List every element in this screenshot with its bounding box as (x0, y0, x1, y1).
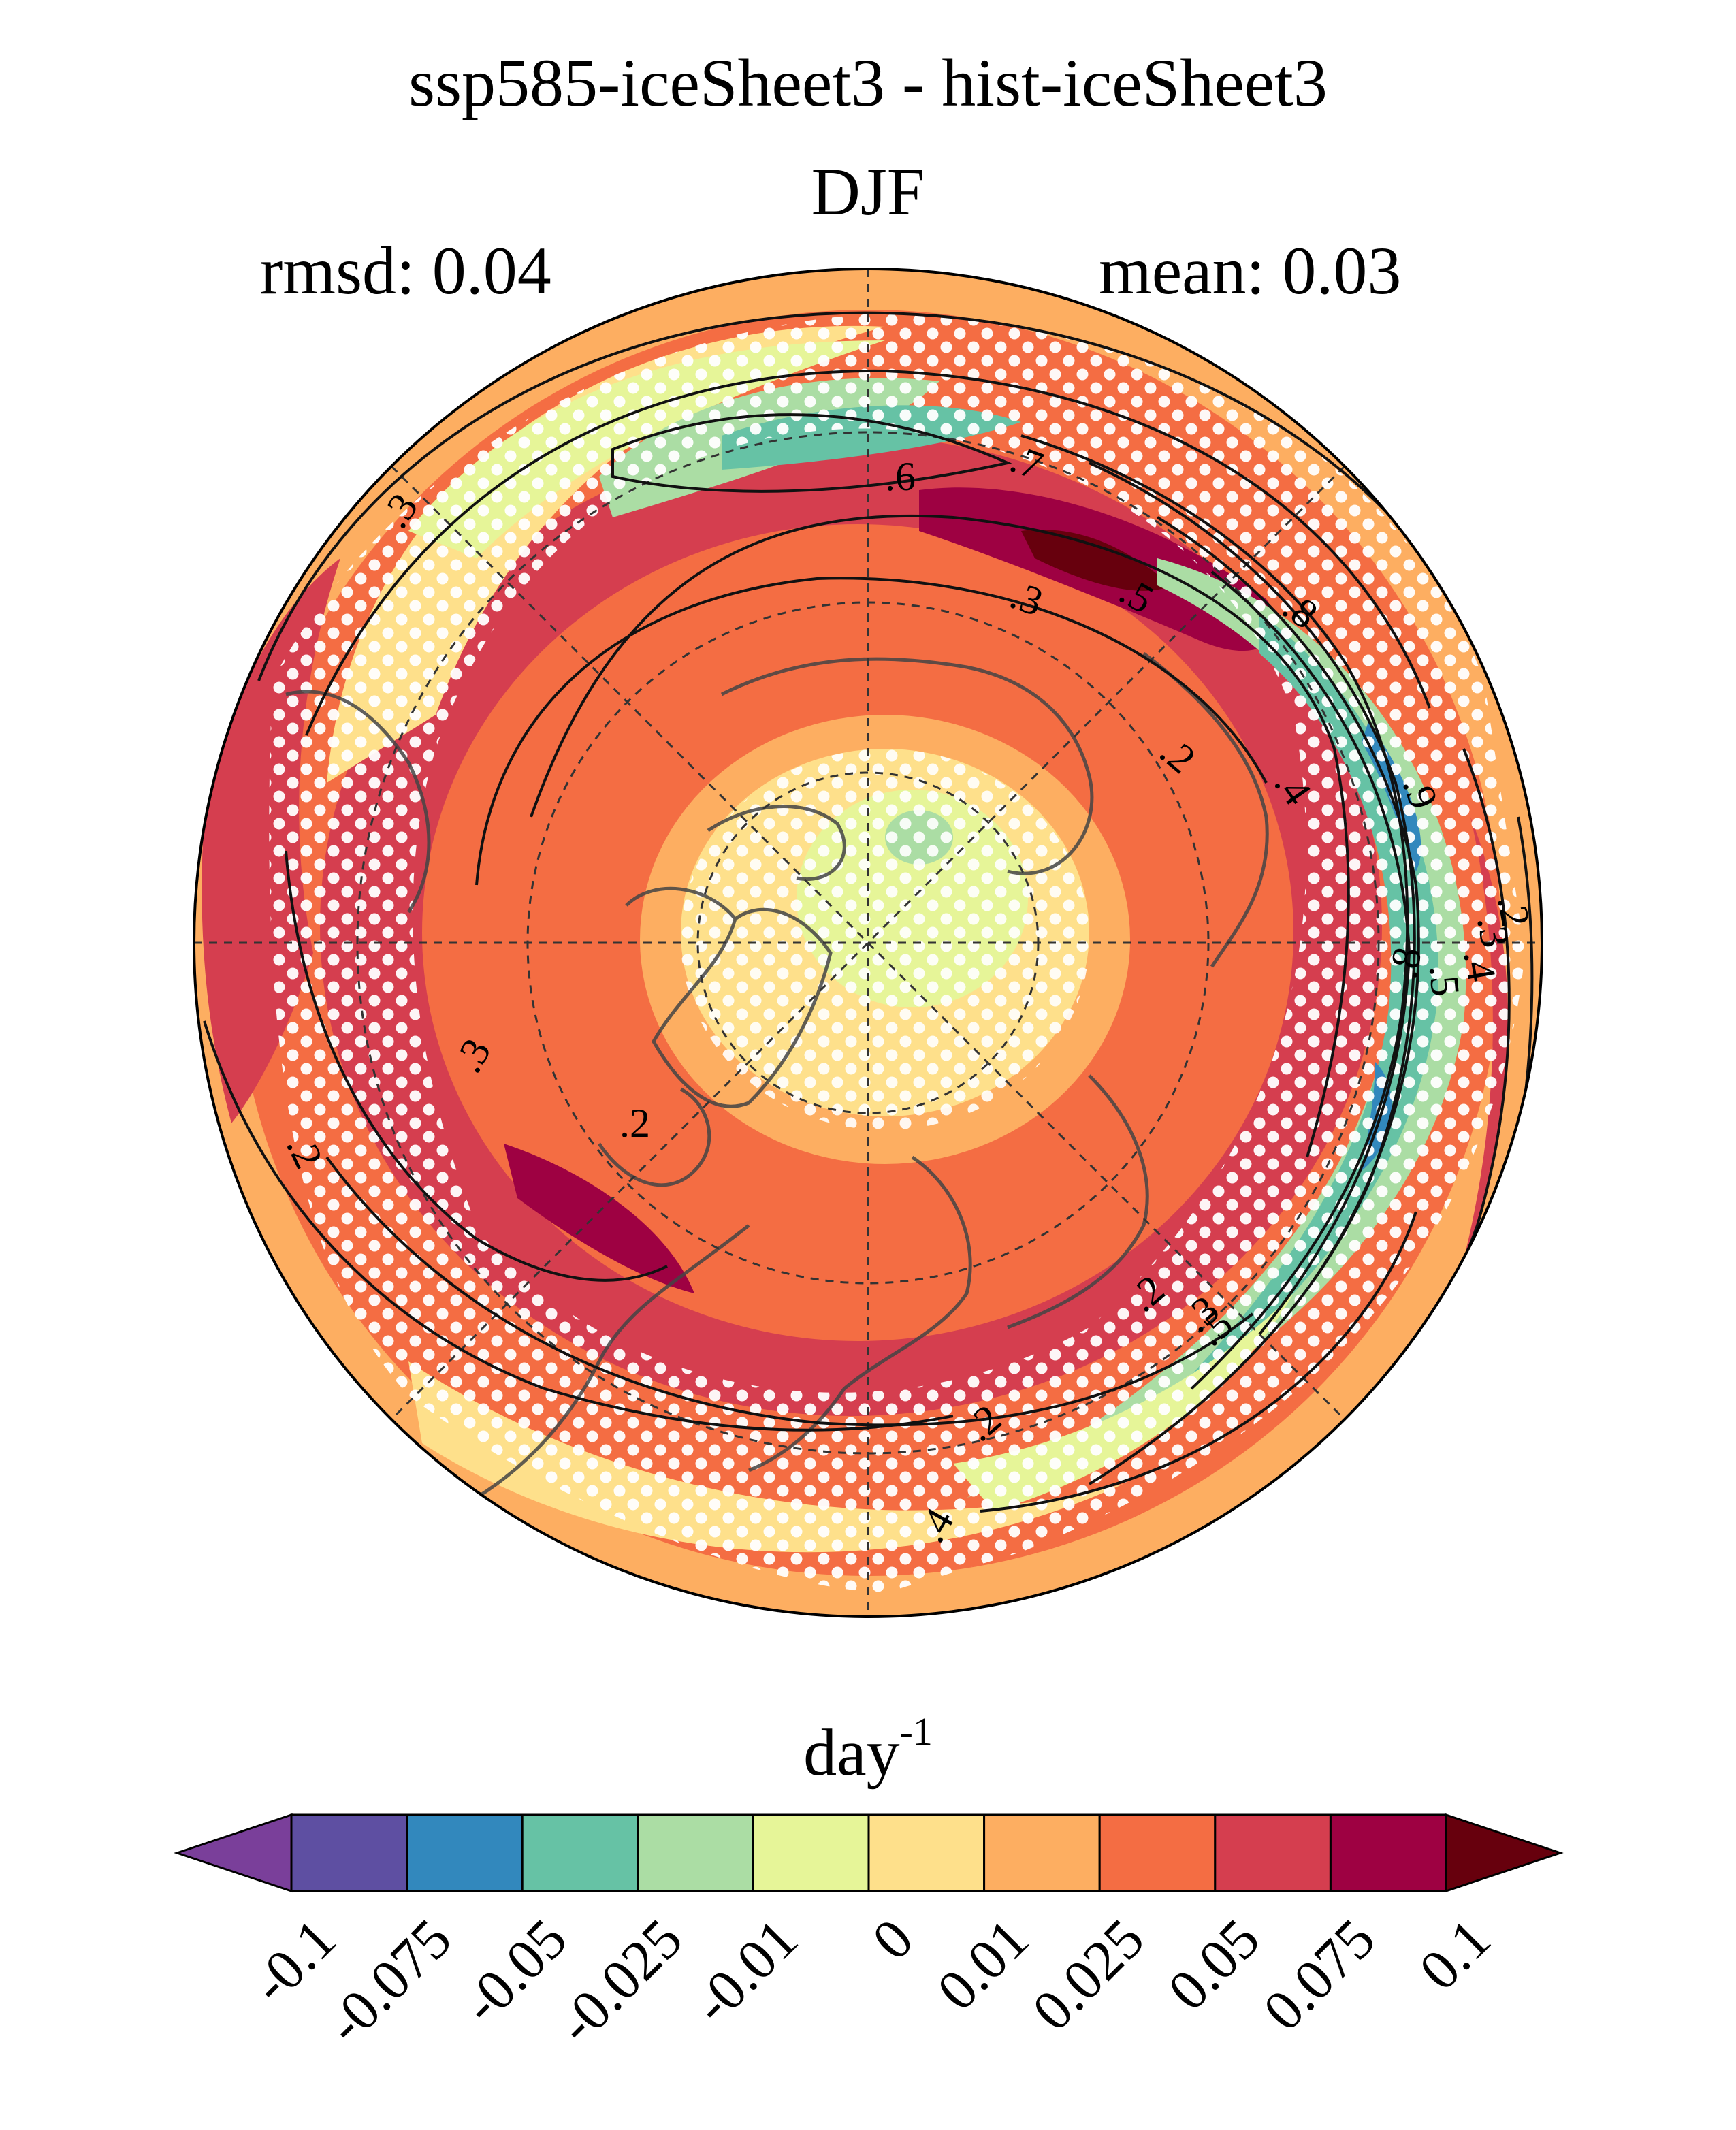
colorbar-boxes (174, 1813, 1564, 1893)
rmsd-label: rmsd: 0.04 (260, 233, 551, 308)
contour-label: .2 (620, 1101, 650, 1146)
colorbar-box (521, 1813, 639, 1892)
colorbar-tick-label: 0.1 (1407, 1907, 1502, 2003)
map-boundary (193, 268, 1543, 1618)
contour-label: .6 (885, 454, 916, 499)
colorbar-box (983, 1813, 1101, 1892)
colorbar-tick-label: -0.01 (681, 1907, 809, 2036)
mean-label: mean: 0.03 (1099, 233, 1402, 308)
polar-map: .3 .6 .7 .3 .5 .2 .8 .4 .9 .2 .3 .4 .5 .… (193, 268, 1543, 1618)
units-exponent: -1 (899, 1709, 933, 1754)
colorbar-box (867, 1813, 986, 1892)
colorbar-box (406, 1813, 524, 1892)
colorbar-over-arrow (1445, 1813, 1564, 1893)
colorbar-box (1214, 1813, 1332, 1892)
colorbar-ticks: -0.1-0.075-0.05-0.025-0.01 0 0.010.025 0.05… (240, 1907, 1503, 2056)
colorbar-tick-label: 0.075 (1251, 1907, 1387, 2043)
colorbar-tick-label: 0.01 (925, 1907, 1041, 2023)
colorbar-box (1329, 1813, 1447, 1892)
colorbar-tick-label: 0 (861, 1907, 925, 1972)
colorbar-box (1098, 1813, 1217, 1892)
graticule (194, 269, 1542, 1617)
colorbar-tick-label: -0.025 (545, 1907, 694, 2056)
coastlines (285, 652, 1269, 1500)
contour-label: .5 (1421, 963, 1468, 998)
map-fill: .3 .6 .7 .3 .5 .2 .8 .4 .9 .2 .3 .4 .5 .… (194, 269, 1542, 1617)
colorbar-box (752, 1813, 870, 1892)
figure-title: ssp585-iceSheet3 - hist-iceSheet3 (408, 45, 1328, 120)
colorbar-box (637, 1813, 754, 1892)
colorbar-under-arrow (174, 1813, 293, 1893)
season-label: DJF (811, 154, 925, 229)
colorbar-tick-label: -0.075 (315, 1907, 464, 2056)
contour-lines (203, 311, 1534, 1587)
colorbar-tick-label: 0.05 (1156, 1907, 1272, 2023)
colorbar-tick-label: 0.025 (1020, 1907, 1156, 2043)
units-base: day (803, 1716, 900, 1790)
colorbar-box (290, 1813, 408, 1892)
colorbar-units: day-1 (0, 1709, 1736, 1787)
